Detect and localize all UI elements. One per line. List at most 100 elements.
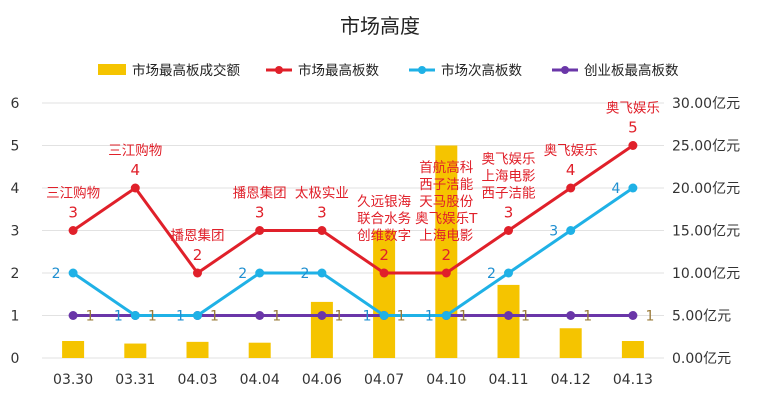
bar xyxy=(186,341,209,358)
legend-label: 创业板最高板数 xyxy=(584,62,679,79)
bar xyxy=(248,342,271,358)
annotation-label: 三江购物 xyxy=(108,143,162,159)
data-label: 1 xyxy=(86,309,95,325)
series-point xyxy=(255,311,265,320)
left-axis: 0 1 2 3 4 5 6 xyxy=(11,96,20,367)
x-tick-label: 04.12 xyxy=(551,372,591,388)
series-point xyxy=(317,226,327,235)
series-point xyxy=(628,311,638,320)
data-label: 1 xyxy=(397,309,406,325)
annotation-label: 奥飞娱乐 xyxy=(544,142,598,159)
legend-marker xyxy=(561,66,569,74)
data-label: 2 xyxy=(487,266,496,282)
bar xyxy=(62,341,85,358)
data-label: 4 xyxy=(611,181,620,197)
left-tick-label: 1 xyxy=(11,309,20,325)
bar xyxy=(559,328,582,358)
annotation-label: 奥飞娱乐T xyxy=(415,210,478,227)
series-point xyxy=(566,226,576,235)
data-label: 1 xyxy=(148,309,157,325)
series-point xyxy=(566,311,576,320)
data-label: 4 xyxy=(131,161,141,179)
x-tick-label: 04.03 xyxy=(177,372,217,388)
bar xyxy=(497,284,520,358)
data-label: 3 xyxy=(68,204,78,222)
data-label: 1 xyxy=(583,309,592,325)
series-point xyxy=(68,226,78,235)
legend-marker xyxy=(418,66,426,74)
bar xyxy=(310,301,333,358)
data-label: 5 xyxy=(628,119,638,137)
series-point xyxy=(441,268,451,278)
annotation-label: 播恩集团 xyxy=(233,186,287,202)
annotation-label: 播恩集团 xyxy=(171,228,225,244)
x-axis: 03.30 03.31 04.03 04.04 04.06 04.07 04.10 04.11… xyxy=(53,372,653,388)
right-tick-label: 10.00亿元 xyxy=(672,266,740,282)
legend-label: 市场最高板成交额 xyxy=(132,62,240,79)
left-tick-label: 0 xyxy=(11,351,20,367)
data-label: 1 xyxy=(272,309,281,325)
data-label: 2 xyxy=(238,266,247,282)
x-tick-label: 04.13 xyxy=(613,372,653,388)
left-tick-label: 6 xyxy=(11,96,20,112)
data-label: 1 xyxy=(363,309,372,325)
annotation-label: 西子洁能 xyxy=(482,186,536,202)
bar xyxy=(124,343,147,358)
series-point xyxy=(379,268,389,278)
series-point xyxy=(130,183,140,193)
data-label: 1 xyxy=(459,309,468,325)
series-point xyxy=(504,268,513,278)
series-point xyxy=(504,226,513,235)
right-tick-label: 0.00亿元 xyxy=(672,351,731,367)
left-tick-label: 3 xyxy=(11,224,20,240)
left-tick-label: 5 xyxy=(11,139,20,155)
bar xyxy=(621,341,644,358)
right-tick-label: 15.00亿元 xyxy=(672,224,740,240)
annotation-label: 久远银海 xyxy=(357,194,411,210)
series-point xyxy=(317,311,327,320)
annotation-label: 太极实业 xyxy=(295,186,349,202)
data-label: 2 xyxy=(442,246,452,264)
x-tick-label: 04.04 xyxy=(240,372,280,388)
series-point xyxy=(68,311,78,320)
series-point xyxy=(317,268,327,278)
annotation-label: 上海电影 xyxy=(482,169,536,185)
data-label: 1 xyxy=(176,309,185,325)
x-tick-label: 04.06 xyxy=(302,372,342,388)
series-point xyxy=(193,268,202,278)
right-tick-label: 20.00亿元 xyxy=(672,181,740,197)
line-series xyxy=(68,141,638,320)
legend-swatch xyxy=(98,64,126,75)
data-label: 1 xyxy=(645,309,654,325)
data-label: 4 xyxy=(566,161,576,179)
annotation-label: 创维数字 xyxy=(357,228,411,244)
data-label: 3 xyxy=(317,204,327,222)
data-label: 2 xyxy=(193,246,203,264)
x-tick-label: 04.10 xyxy=(426,372,466,388)
series-point xyxy=(628,141,638,150)
right-axis: 0.00亿元 5.00亿元 10.00亿元 15.00亿元 20.00亿元 25.00亿元… xyxy=(672,96,740,367)
x-tick-label: 03.31 xyxy=(115,372,155,388)
bar xyxy=(373,230,396,358)
data-label: 1 xyxy=(521,309,530,325)
right-tick-label: 30.00亿元 xyxy=(672,96,740,112)
series-line xyxy=(72,144,634,275)
data-label: 1 xyxy=(425,309,434,325)
annotation-label: 天马股份 xyxy=(419,194,473,210)
bar xyxy=(435,145,458,358)
data-label: 1 xyxy=(114,309,123,325)
chart-title: 市场高度 xyxy=(340,14,420,38)
series-point xyxy=(193,311,202,320)
series-point xyxy=(504,311,513,320)
annotation-label: 首航高科 xyxy=(419,159,473,176)
series-line xyxy=(72,186,634,317)
annotation-label: 奥飞娱乐 xyxy=(606,100,660,117)
annotation-label: 西子洁能 xyxy=(419,177,473,193)
data-label: 2 xyxy=(300,266,309,282)
annotation-label: 联合水务 xyxy=(357,211,411,227)
left-tick-label: 4 xyxy=(11,181,20,197)
annotation-label: 上海电影 xyxy=(419,228,473,244)
x-tick-label: 04.11 xyxy=(488,372,528,388)
